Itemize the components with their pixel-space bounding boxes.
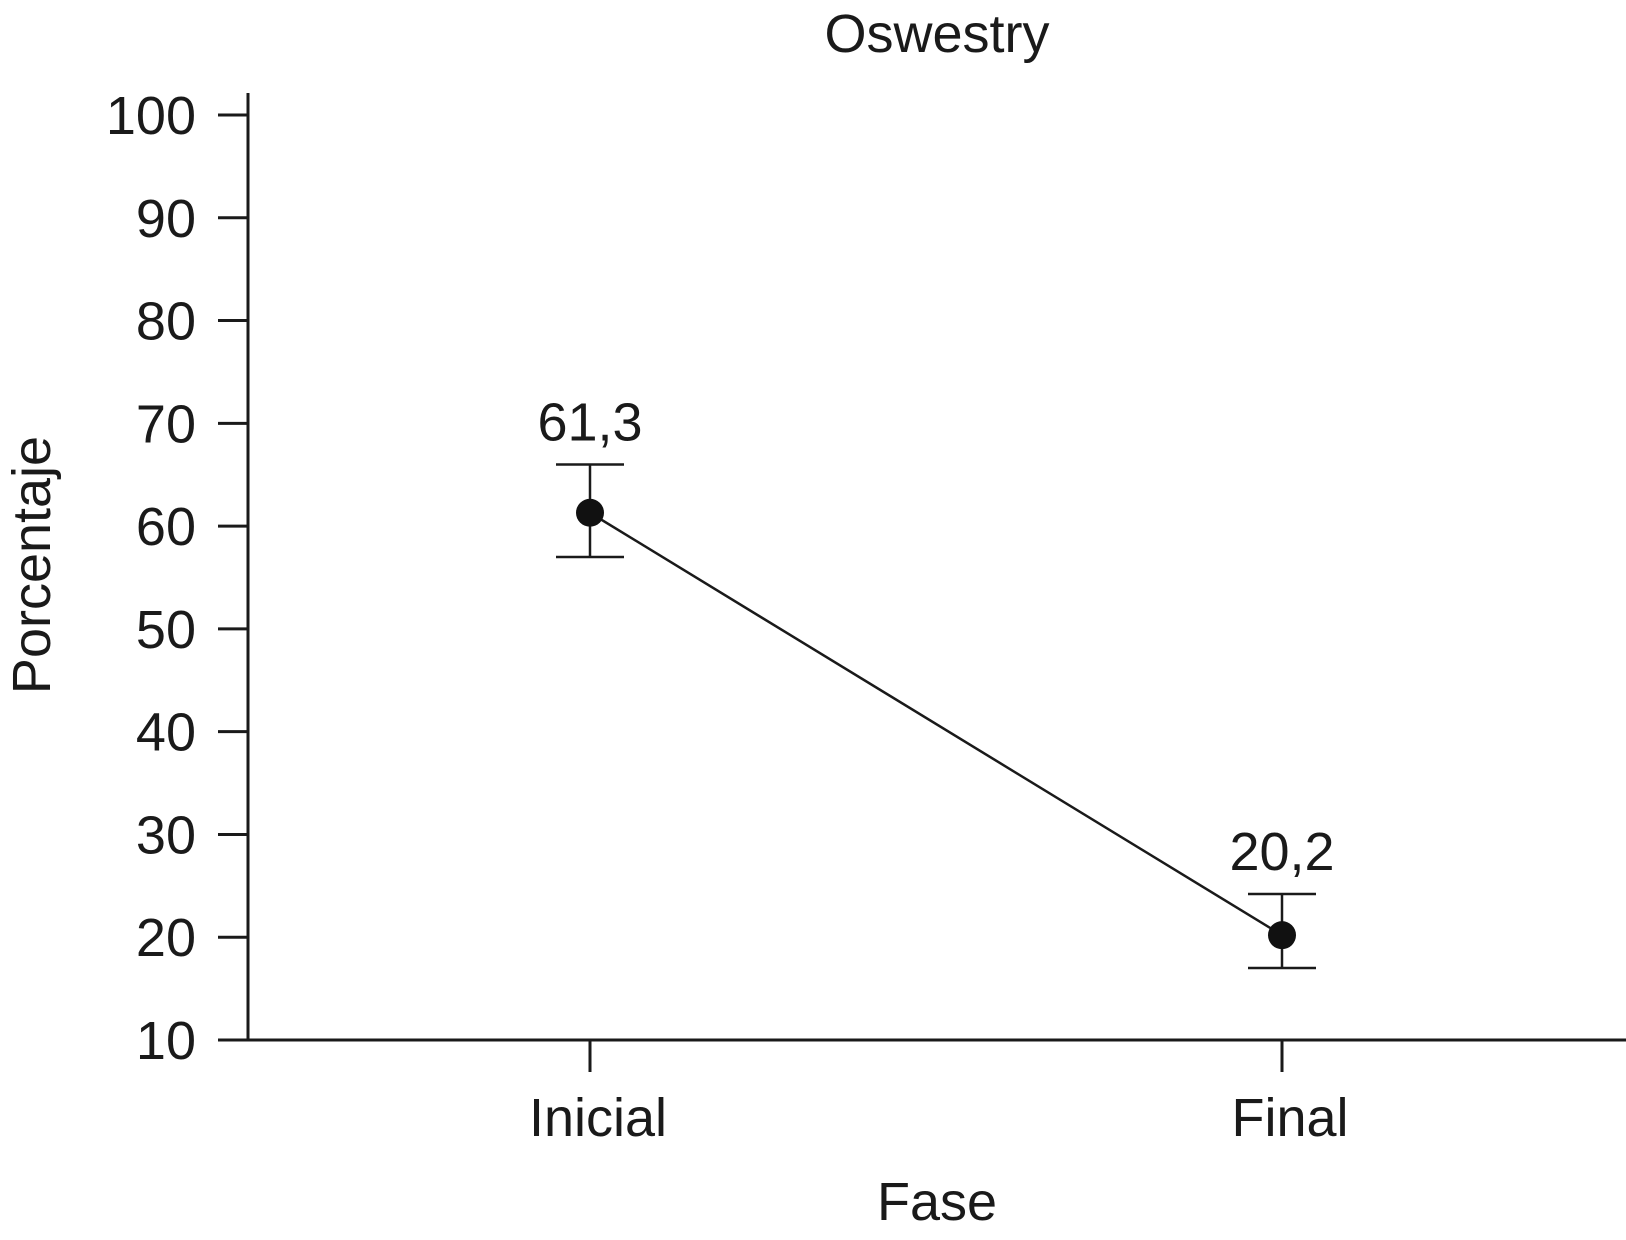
data-label-inicial: 61,3 <box>537 392 642 452</box>
x-tick-label-inicial: Inicial <box>529 1088 667 1148</box>
x-axis-ticks: Inicial Final <box>529 1040 1349 1148</box>
series-line-0 <box>589 511 1283 937</box>
y-tick-label-80: 80 <box>136 292 196 352</box>
y-tick-label-40: 40 <box>136 703 196 763</box>
x-tick-label-final: Final <box>1231 1088 1348 1148</box>
x-axis-title: Fase <box>877 1172 997 1232</box>
y-tick-label-30: 30 <box>136 805 196 865</box>
y-axis-ticks: 10 20 30 40 50 60 70 80 90 100 <box>106 86 248 1071</box>
data-point-final <box>1268 921 1296 950</box>
y-tick-label-20: 20 <box>136 908 196 968</box>
data-point-inicial <box>576 498 604 527</box>
y-tick-label-10: 10 <box>136 1011 196 1071</box>
y-tick-label-90: 90 <box>136 189 196 249</box>
y-tick-label-70: 70 <box>136 394 196 454</box>
chart-title: Oswestry <box>824 4 1049 64</box>
y-tick-label-50: 50 <box>136 600 196 660</box>
series-group: 61,3 20,2 <box>537 392 1335 970</box>
data-label-final: 20,2 <box>1229 822 1334 882</box>
y-axis-title: Porcentaje <box>2 436 62 694</box>
y-tick-label-100: 100 <box>106 86 196 146</box>
y-tick-label-60: 60 <box>136 497 196 557</box>
